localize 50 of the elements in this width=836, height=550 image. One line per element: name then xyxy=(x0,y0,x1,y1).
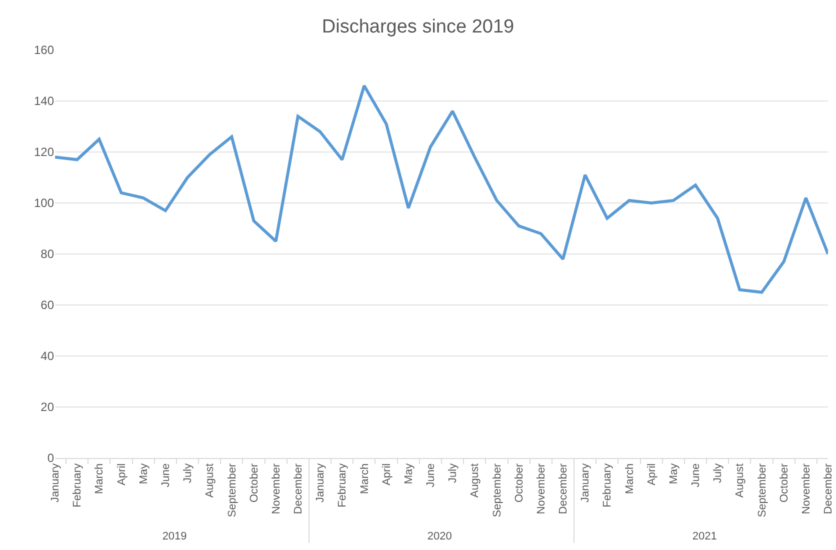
x-tick-label: August xyxy=(734,463,746,498)
x-tick-label: July xyxy=(182,462,194,483)
x-tick-label: April xyxy=(380,463,393,486)
x-tick-label: December xyxy=(822,463,835,514)
x-tick-label: July xyxy=(712,462,724,483)
y-tick-label: 20 xyxy=(40,400,54,414)
x-tick-label: September xyxy=(491,463,504,518)
text: 2021 xyxy=(692,530,717,543)
x-tick-label: February xyxy=(72,462,84,508)
x-tick-label: January xyxy=(314,462,327,503)
y-tick-label: 120 xyxy=(34,145,54,160)
x-tick-label: January xyxy=(580,462,592,503)
x-tick-label: October xyxy=(778,463,790,503)
x-tick-label: August xyxy=(469,463,482,498)
line-series xyxy=(55,84,828,294)
x-tick-label: March xyxy=(624,463,636,494)
x-tick-label: September xyxy=(756,463,768,518)
x-tick-label: December xyxy=(292,463,305,514)
x-tick-label: February xyxy=(336,462,349,508)
x-tick-label: September xyxy=(226,463,238,518)
x-tick-label: November xyxy=(270,463,282,514)
chart-title: Discharges since 2019 xyxy=(322,16,514,38)
x-tick-label: July xyxy=(447,462,460,483)
text: 2019 xyxy=(162,530,187,543)
y-tick-label: 160 xyxy=(34,43,54,58)
x-tick-label: May xyxy=(668,462,680,484)
x-tick-label: January xyxy=(50,462,62,503)
y-tick-label: 40 xyxy=(40,349,54,364)
x-tick-label: March xyxy=(94,463,106,494)
x-tick-label: March xyxy=(358,463,371,494)
x-tick-label: December xyxy=(558,463,570,514)
x-tick-label: October xyxy=(513,463,526,503)
x-tick-label: May xyxy=(402,462,415,484)
y-tick-label: 100 xyxy=(34,196,54,210)
x-tick-label: October xyxy=(248,463,260,503)
text: 2020 xyxy=(427,530,452,543)
x-tick-label: April xyxy=(116,463,128,486)
x-tick-label: June xyxy=(160,463,172,488)
x-tick-label: May xyxy=(138,462,150,484)
x-tick-label: June xyxy=(690,463,702,488)
y-tick-label: 60 xyxy=(40,298,54,312)
y-tick-label: 0 xyxy=(47,451,54,466)
x-tick-label: April xyxy=(646,463,658,486)
x-tick-label: November xyxy=(535,463,548,514)
x-tick-label: August xyxy=(204,463,216,498)
x-tick-label: June xyxy=(425,463,438,488)
x-tick-label: February xyxy=(602,462,614,508)
x-tick-label: November xyxy=(800,463,812,514)
y-tick-label: 140 xyxy=(34,94,54,108)
y-tick-label: 80 xyxy=(40,247,54,262)
